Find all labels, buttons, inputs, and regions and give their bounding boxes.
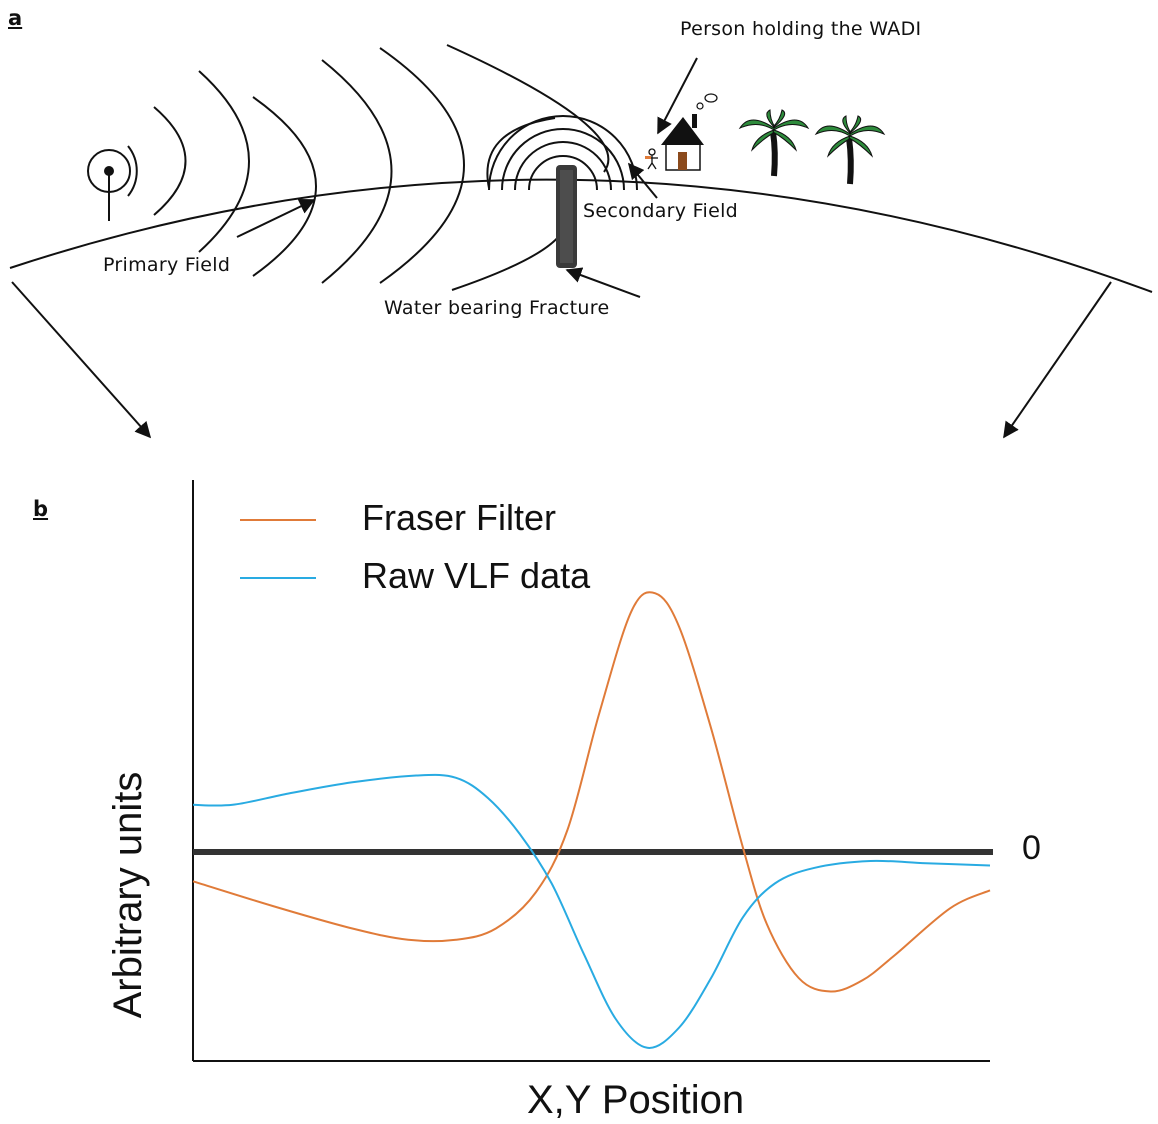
transmitter-antenna-icon (87, 145, 138, 221)
panel-label-b: b (33, 497, 49, 521)
series-line-raw-vlf-data (192, 773, 991, 1049)
panel-label-a: a (8, 6, 23, 30)
legend-label-raw-vlf-data: Raw VLF data (362, 555, 591, 596)
panel-b-chart (192, 480, 993, 1062)
y-axis-label: Arbitrary units (106, 771, 150, 1019)
house-icon (661, 93, 718, 171)
earth-surface (9, 178, 1153, 293)
label-secondary-field: Secondary Field (583, 200, 739, 222)
palm-tree-icon (814, 115, 886, 185)
arrow-secondary-field (627, 162, 658, 199)
series-layer (192, 591, 991, 1049)
label-primary-field: Primary Field (103, 254, 231, 276)
arrow-primary-field (236, 199, 316, 238)
zero-label: 0 (1022, 829, 1041, 867)
annotation-arrows (11, 57, 1112, 439)
person-icon (645, 148, 658, 170)
series-line-fraser-filter (192, 591, 991, 993)
label-fracture: Water bearing Fracture (384, 297, 610, 319)
x-axis-label: X,Y Position (527, 1078, 745, 1122)
palm-tree-icon (738, 109, 810, 177)
arrow-fracture (565, 267, 641, 298)
legend-label-fraser-filter: Fraser Filter (362, 497, 557, 538)
legend (240, 519, 316, 579)
label-person: Person holding the WADI (680, 18, 922, 40)
primary-field-waves (153, 44, 610, 291)
arrow-person (657, 57, 698, 135)
arrow-to-plot-right (1003, 281, 1112, 439)
arrow-to-plot-left (11, 281, 152, 439)
secondary-field-waves (488, 115, 638, 191)
panel-a-diagram (9, 44, 1153, 439)
